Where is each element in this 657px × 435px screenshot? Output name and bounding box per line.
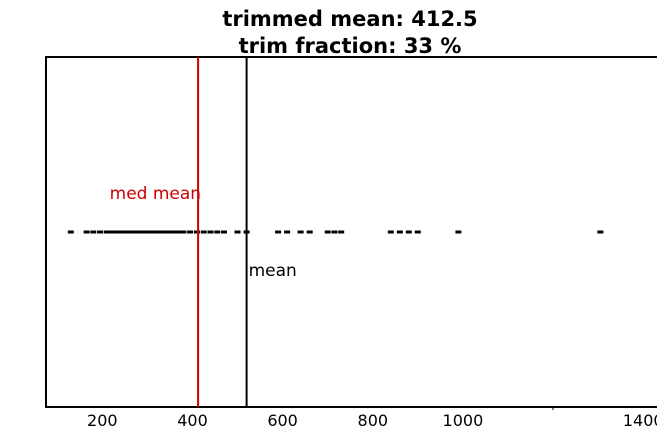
data-point-12 xyxy=(139,230,146,234)
data-point-30 xyxy=(275,230,282,234)
x-axis-ticks: 200 400 600 800 1000 1400 xyxy=(87,407,657,430)
data-point-19 xyxy=(171,230,178,234)
data-point-38 xyxy=(396,230,403,234)
data-point-0 xyxy=(67,230,74,234)
data-point-4 xyxy=(103,230,110,234)
data-points xyxy=(67,230,604,234)
data-point-22 xyxy=(187,230,194,234)
data-point-42 xyxy=(597,230,604,234)
data-point-15 xyxy=(153,230,160,234)
data-point-18 xyxy=(166,230,173,234)
data-point-25 xyxy=(207,230,214,234)
x-tick-label-400: 400 xyxy=(177,411,208,430)
data-point-17 xyxy=(162,230,169,234)
data-point-39 xyxy=(405,230,412,234)
data-point-9 xyxy=(126,230,133,234)
data-point-28 xyxy=(234,230,241,234)
data-point-27 xyxy=(221,230,227,234)
data-point-33 xyxy=(306,230,313,234)
trimmed-mean-label: med mean xyxy=(110,184,201,204)
data-point-13 xyxy=(144,230,151,234)
data-point-41 xyxy=(455,230,462,234)
data-point-32 xyxy=(297,230,304,234)
data-point-14 xyxy=(148,230,155,234)
data-point-34 xyxy=(324,230,331,234)
chart-title-line1: trimmed mean: 412.5 xyxy=(222,7,477,31)
x-tick-label-600: 600 xyxy=(267,411,298,430)
data-point-40 xyxy=(414,230,421,234)
data-point-31 xyxy=(284,230,291,234)
x-tick-label-1000: 1000 xyxy=(443,411,484,430)
chart-title-line2: trim fraction: 33 % xyxy=(239,34,462,58)
data-point-5 xyxy=(108,230,115,234)
data-point-1 xyxy=(83,230,90,234)
x-tick-label-200: 200 xyxy=(87,411,118,430)
data-point-8 xyxy=(121,230,128,234)
data-point-3 xyxy=(97,230,104,234)
data-point-11 xyxy=(135,230,142,234)
data-point-35 xyxy=(331,230,338,234)
data-point-23 xyxy=(194,230,200,234)
data-point-6 xyxy=(112,230,119,234)
plot-frame xyxy=(45,56,657,408)
data-point-37 xyxy=(387,230,394,234)
mean-label: mean xyxy=(249,261,297,281)
data-point-2 xyxy=(90,230,97,234)
data-point-21 xyxy=(180,230,187,234)
data-point-16 xyxy=(157,230,164,234)
data-point-10 xyxy=(130,230,137,234)
data-point-20 xyxy=(176,230,182,234)
data-point-24 xyxy=(200,230,207,234)
x-tick-label-1400: 1400 xyxy=(623,411,657,430)
data-point-7 xyxy=(117,230,124,234)
reference-lines: med mean mean xyxy=(110,57,297,407)
data-point-26 xyxy=(214,230,221,234)
x-tick-label-800: 800 xyxy=(358,411,389,430)
data-point-36 xyxy=(338,230,345,234)
